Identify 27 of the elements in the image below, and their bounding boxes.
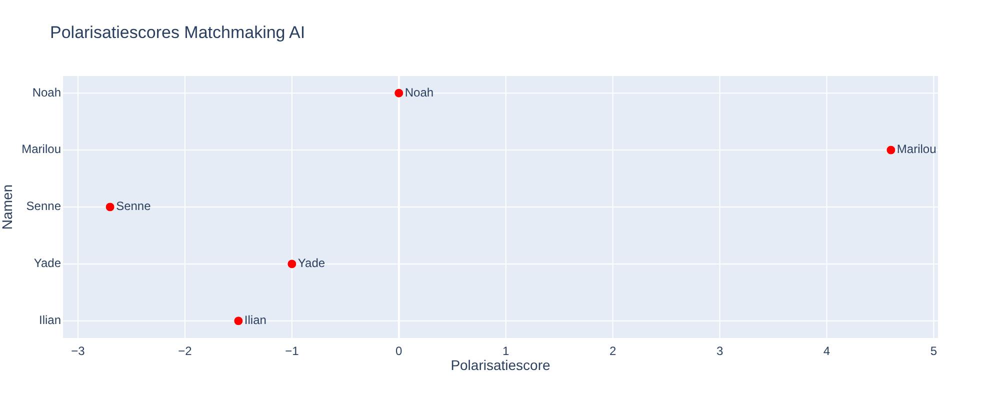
point [886, 145, 896, 155]
y-tick-label: Noah [32, 85, 61, 100]
x-tick-label: 3 [716, 344, 724, 358]
x-tick-label: 2 [609, 344, 616, 358]
y-axis-title: Namen [0, 184, 15, 230]
annotation: Ilian [244, 313, 266, 328]
annotation: Yade [298, 256, 326, 270]
point [105, 202, 115, 212]
chart-title: Polarisatiescores Matchmaking AI [50, 23, 306, 42]
point [234, 316, 244, 326]
x-axis-title: Polarisatiescore [450, 357, 551, 373]
x-tick-label: −3 [71, 344, 86, 358]
annotation: Marilou [896, 142, 936, 156]
point [394, 88, 404, 98]
x-tick-label: −2 [178, 344, 192, 358]
y-tick-label: Senne [26, 199, 62, 214]
x-tick-label: 5 [930, 344, 938, 358]
point [287, 259, 297, 269]
annotation: Noah [404, 85, 434, 100]
x-tick-label: 0 [396, 344, 403, 358]
y-tick-label: Marilou [22, 142, 61, 156]
x-tick-label: 1 [502, 344, 510, 358]
y-tick-label: Yade [34, 256, 62, 270]
x-tick-label: −1 [285, 344, 300, 358]
annotation: Senne [116, 199, 152, 214]
y-tick-label: Ilian [38, 313, 61, 328]
x-tick-label: 4 [823, 344, 830, 358]
